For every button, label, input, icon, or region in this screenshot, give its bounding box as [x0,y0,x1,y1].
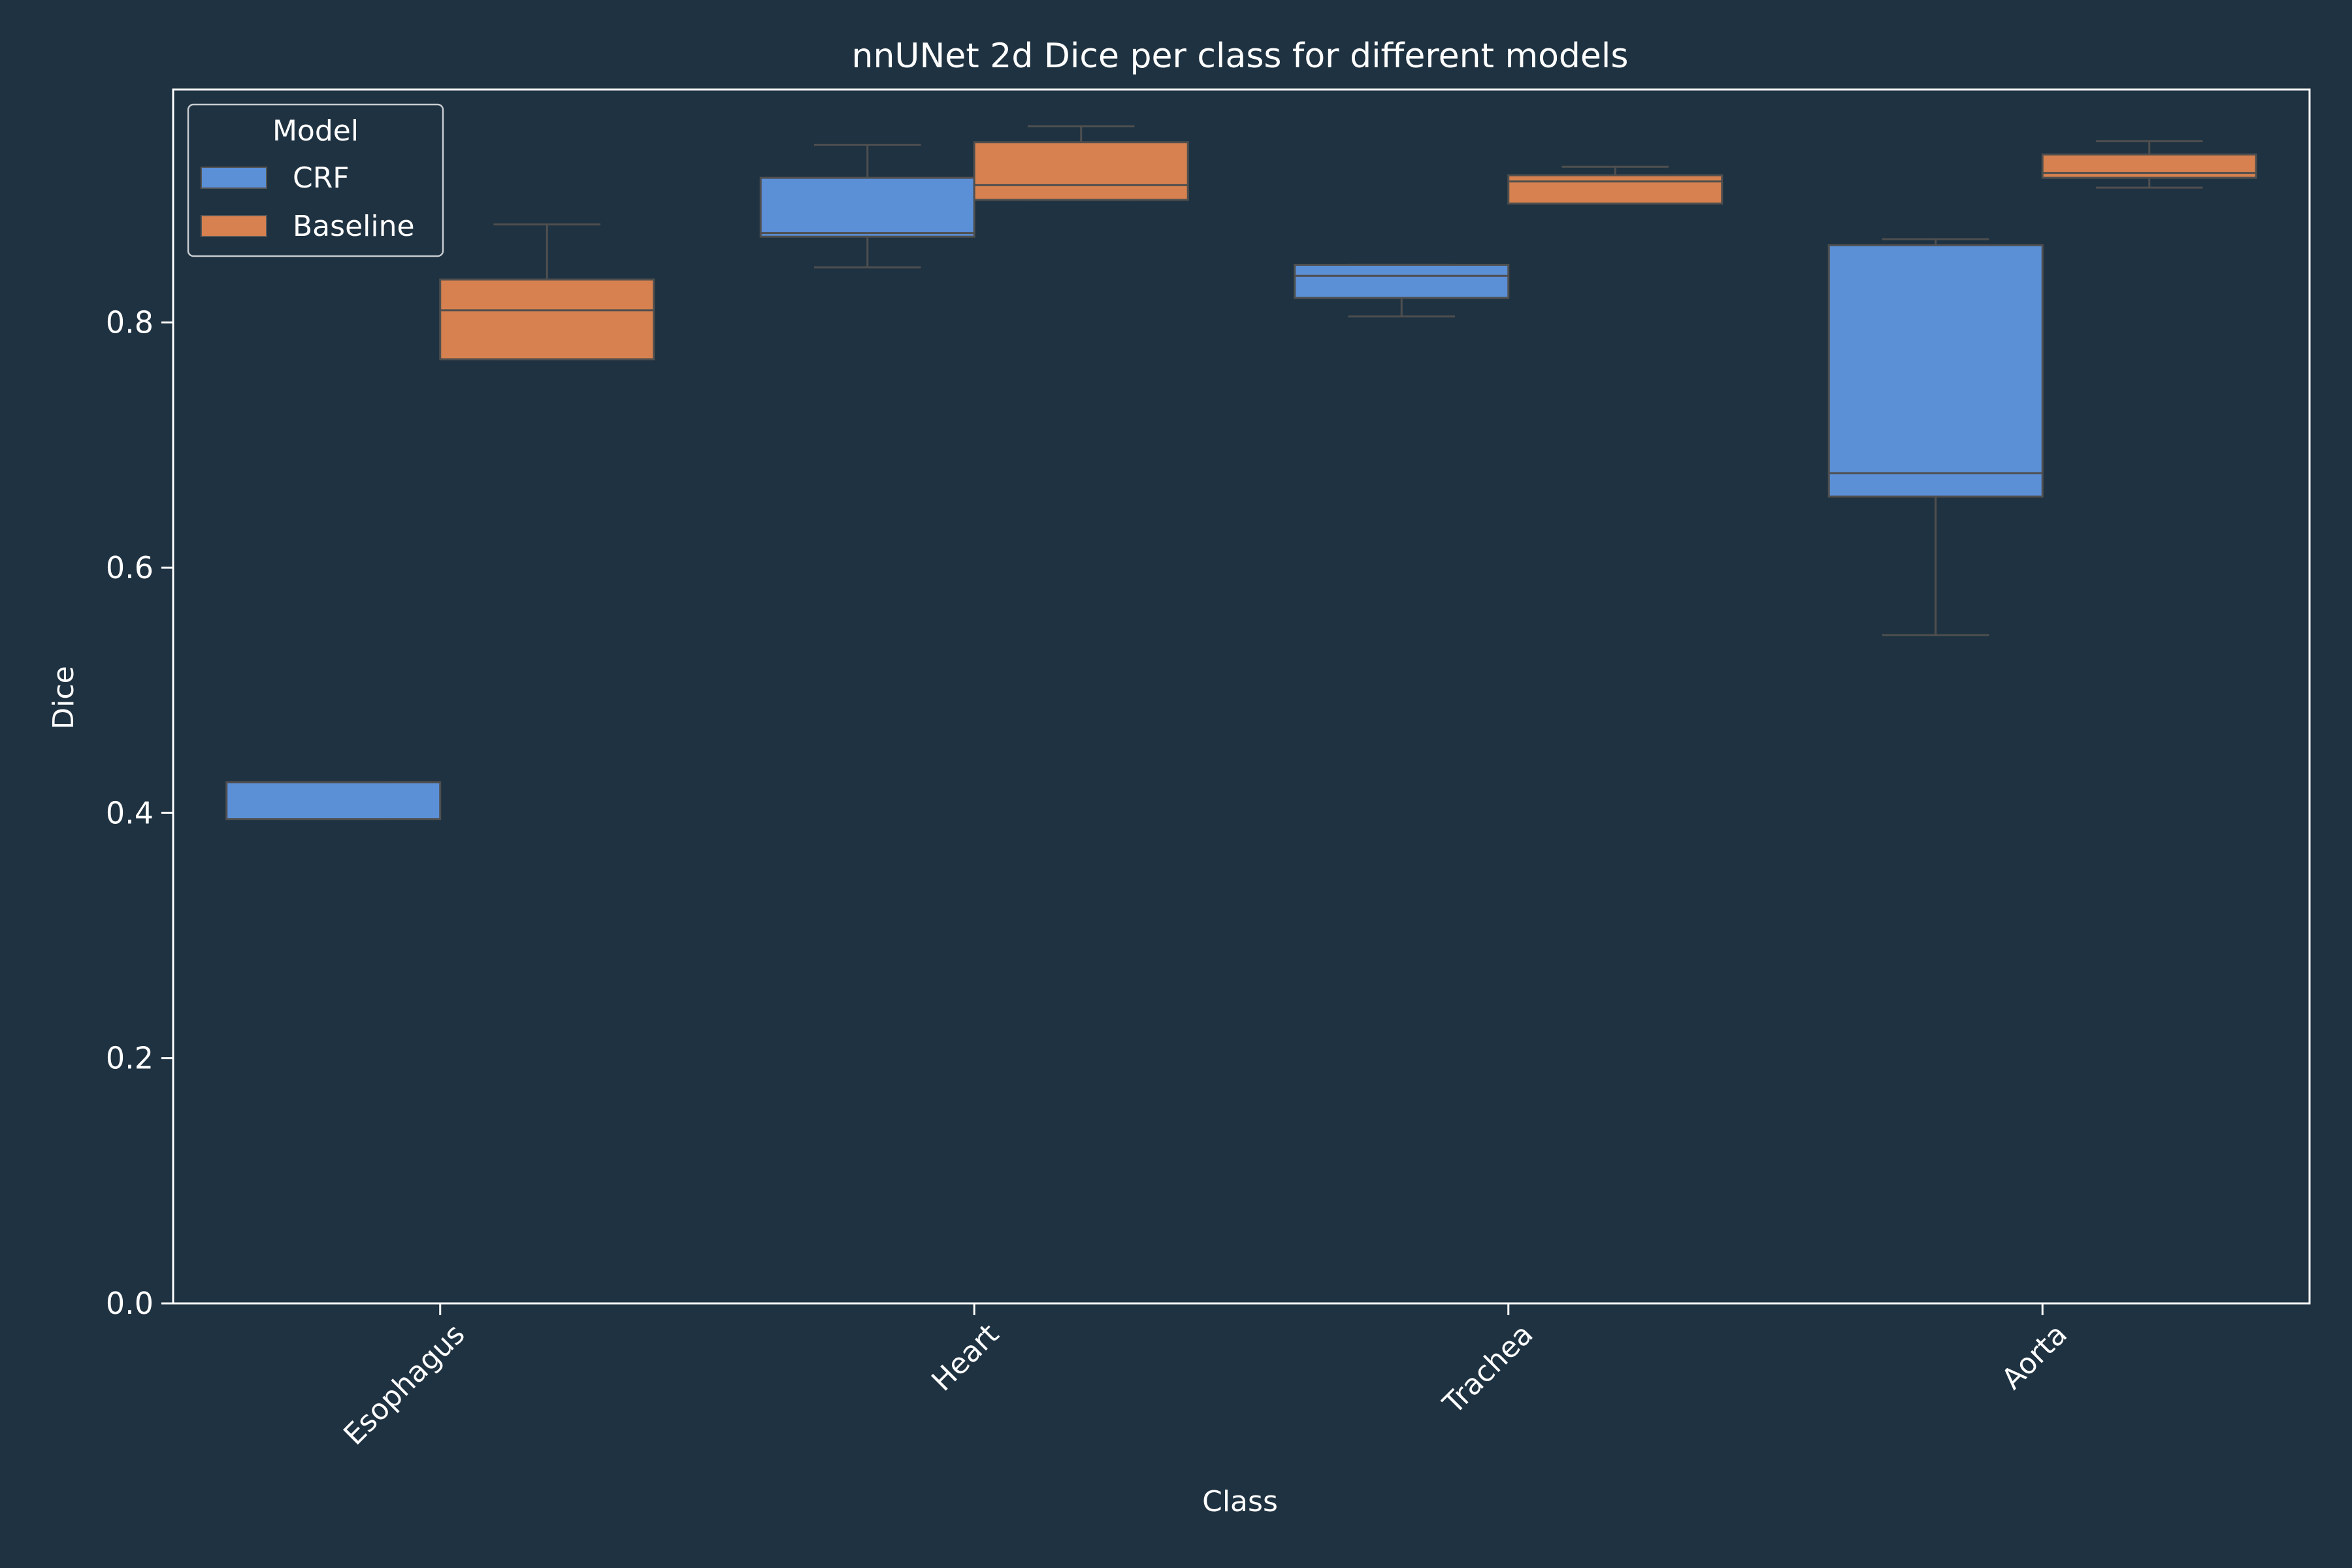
x-tick-label: Heart [925,1318,1005,1398]
y-tick-label: 0.8 [106,305,154,340]
legend: Model CRF Baseline [187,103,444,257]
x-tick-label: Trachea [1436,1318,1539,1421]
y-axis-label: Dice [47,666,80,729]
box-baseline-aorta [2041,140,2257,189]
x-tick-label: Aorta [1995,1318,2074,1396]
legend-title: Model [272,114,359,148]
box-iqr [1294,263,1510,299]
box-iqr [225,781,442,821]
y-tick-label: 0.4 [106,795,154,830]
box-iqr [439,278,655,361]
box-iqr [759,176,975,238]
x-tick-label: Esophagus [337,1318,471,1452]
box-crf-aorta [1827,238,2044,636]
box-crf-heart [759,143,975,269]
legend-label-crf: CRF [293,161,350,195]
legend-swatch-crf [201,167,267,189]
legend-swatch-baseline [201,215,267,237]
x-axis-label: Class [1202,1485,1278,1518]
y-axis: 0.0 0.2 0.4 0.6 0.8 [106,305,173,1321]
box-baseline-trachea [1507,165,1723,205]
box-baseline-heart [973,125,1189,201]
box-iqr [1827,244,2044,498]
box-baseline-esophagus [439,223,655,361]
x-axis: Esophagus Heart Trachea Aorta [337,1303,2074,1452]
legend-label-baseline: Baseline [293,210,415,243]
box-crf-trachea [1294,263,1510,318]
chart-title: nnUNet 2d Dice per class for different m… [852,37,1629,76]
y-tick-label: 0.0 [106,1286,154,1321]
axes-frame [172,88,2311,1305]
box-iqr [2041,153,2257,179]
box-crf-esophagus [225,781,442,821]
y-tick-label: 0.6 [106,550,154,585]
plot-area [225,125,2257,821]
box-iqr [973,141,1189,201]
box-iqr [1507,174,1723,205]
y-tick-label: 0.2 [106,1041,154,1076]
